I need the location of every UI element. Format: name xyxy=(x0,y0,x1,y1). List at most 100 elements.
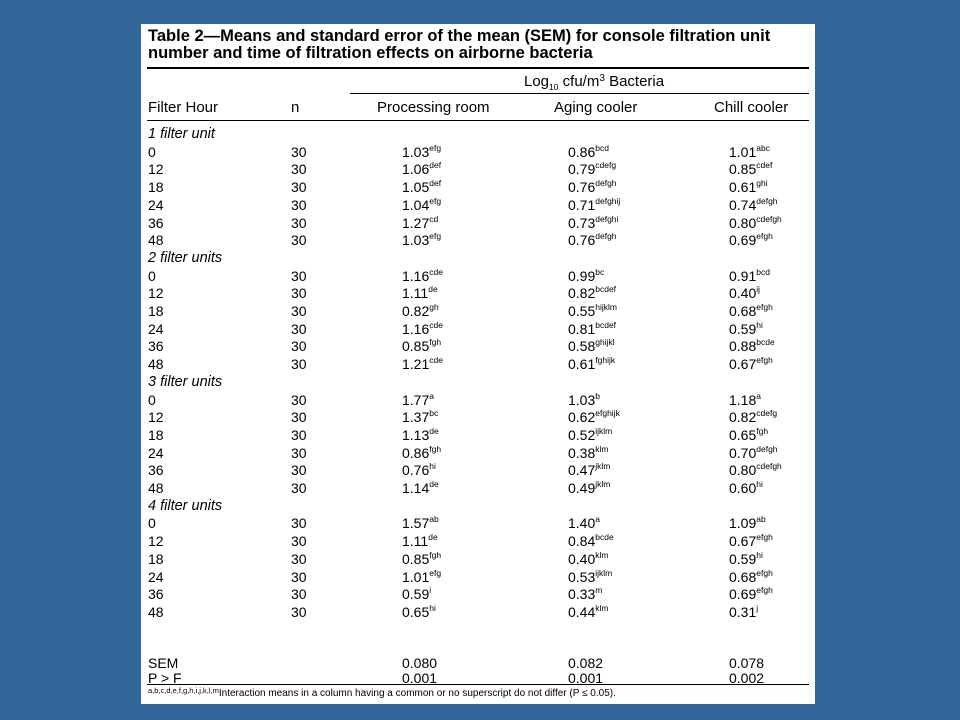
cell-n-value: 30 xyxy=(291,515,307,532)
cell-processing-room: 1.11de xyxy=(402,533,438,549)
cell-n: 30 xyxy=(291,604,307,620)
cell-filter-hour: 18 xyxy=(148,179,164,195)
cell-processing-room: 0.85fgh xyxy=(402,338,441,354)
cell-processing-room: 1.03efg xyxy=(402,232,441,248)
cell-filter-hour: 0 xyxy=(148,515,156,531)
table-footnote: a,b,c,d,e,f,g,h,i,j,k,l,mInteraction mea… xyxy=(148,685,616,700)
cell-aging-cooler: 0.53ijklm xyxy=(568,568,612,584)
cell-processing-room: 0.65hi xyxy=(402,604,436,620)
cell-aging-cooler: 0.58ghijkl xyxy=(568,338,615,354)
cell-chill-cooler-superscript: abc xyxy=(756,142,770,153)
cell-aging-cooler: 0.47jklm xyxy=(568,462,610,478)
cell-n: 30 xyxy=(291,179,307,195)
cell-filter-hour-value: 48 xyxy=(148,232,164,249)
cell-processing-room: 1.04efg xyxy=(402,197,441,213)
cell-chill-cooler: 0.70defgh xyxy=(729,444,778,460)
cell-filter-hour-value: 0 xyxy=(148,515,156,532)
cell-chill-cooler: 0.61ghi xyxy=(729,179,768,195)
cell-aging-cooler-superscript: efghijk xyxy=(595,408,620,419)
cell-processing-room-superscript: efg xyxy=(429,195,442,206)
cell-processing-room-value: 0.85 xyxy=(402,550,430,567)
units-rule xyxy=(350,93,809,94)
cell-aging-cooler: 0.76defgh xyxy=(568,232,617,248)
cell-chill-cooler-value: 0.61 xyxy=(729,179,757,196)
cell-filter-hour: 48 xyxy=(148,232,164,248)
cell-aging-cooler: 0.82bcdef xyxy=(568,285,616,301)
cell-filter-hour-value: 0 xyxy=(148,267,156,284)
cell-processing-room-value: 1.37 xyxy=(402,409,430,426)
cell-aging-cooler: 0.99bc xyxy=(568,267,604,283)
cell-chill-cooler-value: 1.01 xyxy=(729,143,757,160)
cell-filter-hour-value: 0 xyxy=(148,391,156,408)
cell-chill-cooler-superscript: cdefg xyxy=(756,408,778,419)
cell-filter-hour-value: 12 xyxy=(148,533,164,550)
cell-n-value: 30 xyxy=(291,444,307,461)
cell-aging-cooler: 0.76defgh xyxy=(568,179,617,195)
cell-aging-cooler-superscript: b xyxy=(595,390,600,401)
cell-aging-cooler-value: 0.82 xyxy=(568,285,596,302)
cell-chill-cooler-superscript: fgh xyxy=(756,425,769,436)
cell-chill-cooler: 0.60hi xyxy=(729,480,763,496)
cell-aging-cooler-superscript: fghijk xyxy=(595,355,616,366)
summary-processing-room-value: 0.080 xyxy=(402,655,438,671)
cell-filter-hour: 48 xyxy=(148,604,164,620)
cell-filter-hour-value: 12 xyxy=(148,409,164,426)
cell-n: 30 xyxy=(291,533,307,549)
cell-processing-room: 1.01efg xyxy=(402,568,441,584)
cell-chill-cooler-value: 0.88 xyxy=(729,338,757,355)
cell-aging-cooler-superscript: bcde xyxy=(595,532,614,543)
cell-aging-cooler: 1.40a xyxy=(568,515,600,531)
cell-processing-room: 0.82gh xyxy=(402,303,439,319)
cell-n-value: 30 xyxy=(291,462,307,479)
units-header: Log10 cfu/m3 Bacteria xyxy=(524,73,665,92)
cell-aging-cooler-value: 0.55 xyxy=(568,303,596,319)
cell-aging-cooler-superscript: bcd xyxy=(595,142,609,153)
cell-filter-hour-value: 18 xyxy=(148,550,164,567)
cell-filter-hour: 24 xyxy=(148,197,164,213)
col-header-processing-room: Processing room xyxy=(377,99,490,116)
cell-aging-cooler-superscript: klm xyxy=(595,443,609,454)
cell-n-value: 30 xyxy=(291,568,307,585)
cell-aging-cooler-value: 1.03 xyxy=(568,391,596,408)
cell-aging-cooler-superscript: ijklm xyxy=(595,425,613,436)
cell-aging-cooler-superscript: defghi xyxy=(595,213,619,224)
cell-aging-cooler: 0.62efghijk xyxy=(568,409,620,425)
cell-processing-room-value: 1.13 xyxy=(402,426,430,443)
cell-filter-hour-value: 12 xyxy=(148,285,164,302)
cell-processing-room-superscript: de xyxy=(428,284,438,295)
cell-aging-cooler: 0.86bcd xyxy=(568,142,609,159)
cell-aging-cooler: 1.03b xyxy=(568,390,600,408)
cell-chill-cooler: 0.91bcd xyxy=(729,267,770,283)
cell-n: 30 xyxy=(291,445,307,461)
cell-processing-room-value: 0.86 xyxy=(402,444,430,461)
cell-aging-cooler-value: 0.47 xyxy=(568,462,596,479)
cell-n: 30 xyxy=(291,215,307,231)
cell-processing-room-superscript: bc xyxy=(429,408,439,419)
cell-filter-hour: 18 xyxy=(148,551,164,567)
cell-filter-hour: 24 xyxy=(148,569,164,585)
cell-filter-hour-value: 24 xyxy=(148,320,164,337)
cell-chill-cooler: 0.59hi xyxy=(729,320,763,336)
units-bacteria: Bacteria xyxy=(604,73,665,90)
cell-filter-hour: 24 xyxy=(148,321,164,337)
header-rule xyxy=(147,120,809,121)
cell-processing-room-superscript: def xyxy=(429,178,442,189)
cell-chill-cooler: 1.18a xyxy=(729,391,761,407)
cell-filter-hour: 0 xyxy=(148,144,156,160)
summary-label-value: P > F xyxy=(148,670,182,686)
cell-processing-room-value: 1.21 xyxy=(402,356,430,373)
cell-chill-cooler-superscript: efgh xyxy=(756,231,773,242)
footnote-text: Interaction means in a column having a c… xyxy=(218,688,616,699)
cell-chill-cooler: 0.88bcde xyxy=(729,338,775,354)
cell-aging-cooler-value: 0.76 xyxy=(568,179,596,196)
cell-processing-room-value: 1.05 xyxy=(402,179,430,196)
cell-n-value: 30 xyxy=(291,533,307,550)
cell-chill-cooler-superscript: hi xyxy=(756,479,763,489)
cell-filter-hour: 12 xyxy=(148,161,164,177)
cell-processing-room-superscript: hi xyxy=(429,602,436,613)
cell-chill-cooler: 0.80cdefgh xyxy=(729,462,782,478)
cell-processing-room-value: 1.16 xyxy=(402,267,430,284)
cell-chill-cooler: 0.67efgh xyxy=(729,533,773,549)
col-header-filter-hour: Filter Hour xyxy=(148,99,219,116)
cell-n: 30 xyxy=(291,515,307,531)
